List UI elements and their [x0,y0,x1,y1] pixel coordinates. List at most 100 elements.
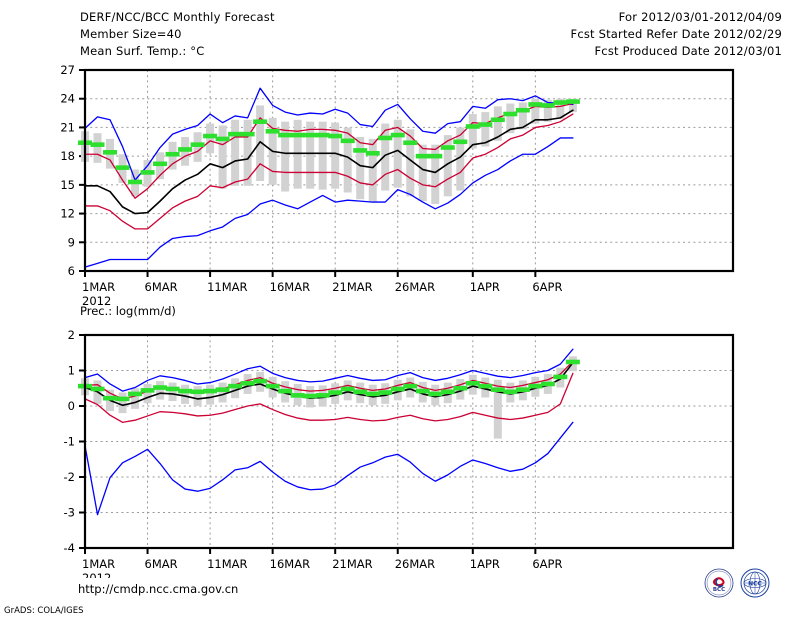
x-tick-label: 6APR [532,557,562,571]
x-tick-label: 1MAR [82,557,115,571]
series-line-ensemble-mean [84,109,574,215]
logo-group: BCC NCC [704,568,770,598]
spread-box [131,388,140,409]
spread-box [343,127,352,193]
spread-box [156,381,165,400]
spread-box [468,114,477,149]
x-tick-label: 6MAR [145,280,178,294]
spread-box [281,121,290,192]
forecast-period-label: For 2012/03/01-2012/04/09 [618,10,782,24]
cmdp-url-link[interactable]: http://cmdp.ncc.cma.gov.cn [78,582,239,596]
spread-box [243,119,252,186]
spread-box [568,98,577,113]
temperature-chart: 27 24 21 18 15 12 9 6 1MAR 6MAR 11MAR 16MAR 21MAR 26M… [60,63,735,308]
series-line-maximum [84,87,574,181]
spread-box [381,123,390,191]
x-tick-label: 11MAR [207,557,247,571]
spread-box [368,138,377,203]
spread-box [481,112,490,147]
spread-box [331,122,340,189]
spread-box [443,135,452,197]
x-tick-label: 1APR [470,557,500,571]
y-tick-label: 0 [68,399,75,413]
spread-box [431,144,440,204]
spread-box [193,386,202,406]
y-tick-label: -4 [64,541,75,555]
spread-box [356,137,365,200]
ncc-logo: NCC [740,568,770,598]
forecast-started-label: Fcst Started Refer Date 2012/02/29 [570,27,782,41]
spread-box [218,382,227,403]
spread-box [393,119,402,188]
spread-box [293,119,302,189]
y-tick-label: -3 [64,506,75,520]
spread-box [218,125,227,189]
x-tick-label: 21MAR [332,280,372,294]
spread-box [168,382,177,402]
spread-box [543,99,552,122]
bcc-logo: BCC [704,568,734,598]
x-axis-year-label: 2012 [82,294,111,308]
svg-text:NCC: NCC [748,581,762,588]
spread-box [181,384,190,404]
spread-box [93,133,102,163]
x-tick-label: 16MAR [270,557,310,571]
x-tick-label: 16MAR [270,280,310,294]
svg-text:BCC: BCC [713,587,725,593]
spread-box [193,132,202,162]
spread-box [418,144,427,202]
plot-frame [83,333,735,550]
x-tick-label: 1MAR [82,280,115,294]
spread-box [456,127,465,191]
spread-box [256,105,265,182]
y-tick-label: 24 [60,92,75,106]
plot-frame [83,68,735,273]
precipitation-variable-label: Prec.: log(mm/d) [80,304,176,318]
spread-box [493,106,502,141]
y-tick-label: 18 [60,149,75,163]
spread-box [506,103,515,134]
series-line-minimum [84,421,574,516]
spread-box [206,384,215,405]
y-tick-label: 15 [60,178,75,192]
y-tick-label: 12 [60,207,75,221]
y-tick-label: -1 [64,435,75,449]
spread-box [231,119,240,186]
series-line-lower-quartile [84,372,574,423]
x-tick-label: 26MAR [395,557,435,571]
grads-credit-label: GrADS: COLA/IGES [4,606,84,616]
x-tick-label: 11MAR [207,280,247,294]
y-tick-label: 9 [68,235,75,249]
series-line-maximum [84,348,574,392]
x-axis-year-label: 2012 [82,571,111,578]
spread-box [143,383,152,404]
x-tick-label: 1APR [470,280,500,294]
precipitation-chart: 2 1 0 -1 -2 -3 -4 1MAR 6MAR 11MAR 16MAR 21MAR 26MAR 1… [64,330,735,578]
spread-box [556,98,565,119]
y-tick-label: 6 [68,264,75,278]
spread-box [206,123,215,154]
spread-box [318,121,327,190]
spread-box [406,129,415,197]
x-tick-label: 6APR [532,280,562,294]
spread-box [531,98,540,124]
spread-box [306,121,315,189]
y-tick-label: 27 [60,63,75,77]
x-tick-label: 21MAR [332,557,372,571]
x-tick-label: 6MAR [145,557,178,571]
spread-box [518,102,527,130]
spread-box [118,392,127,414]
page-title: DERF/NCC/BCC Monthly Forecast [80,10,275,24]
temperature-variable-label: Mean Surf. Temp.: °C [80,44,205,58]
y-tick-label: 2 [68,330,75,342]
y-tick-label: 21 [60,120,75,134]
y-tick-label: -2 [64,470,75,484]
forecast-produced-label: Fcst Produced Date 2012/03/01 [594,44,782,58]
spread-box [493,379,502,439]
x-tick-label: 26MAR [395,280,435,294]
series-line-lower-quartile [84,113,574,230]
member-size-label: Member Size=40 [80,27,182,41]
y-tick-label: 1 [68,364,75,378]
series-line-minimum [84,137,574,268]
